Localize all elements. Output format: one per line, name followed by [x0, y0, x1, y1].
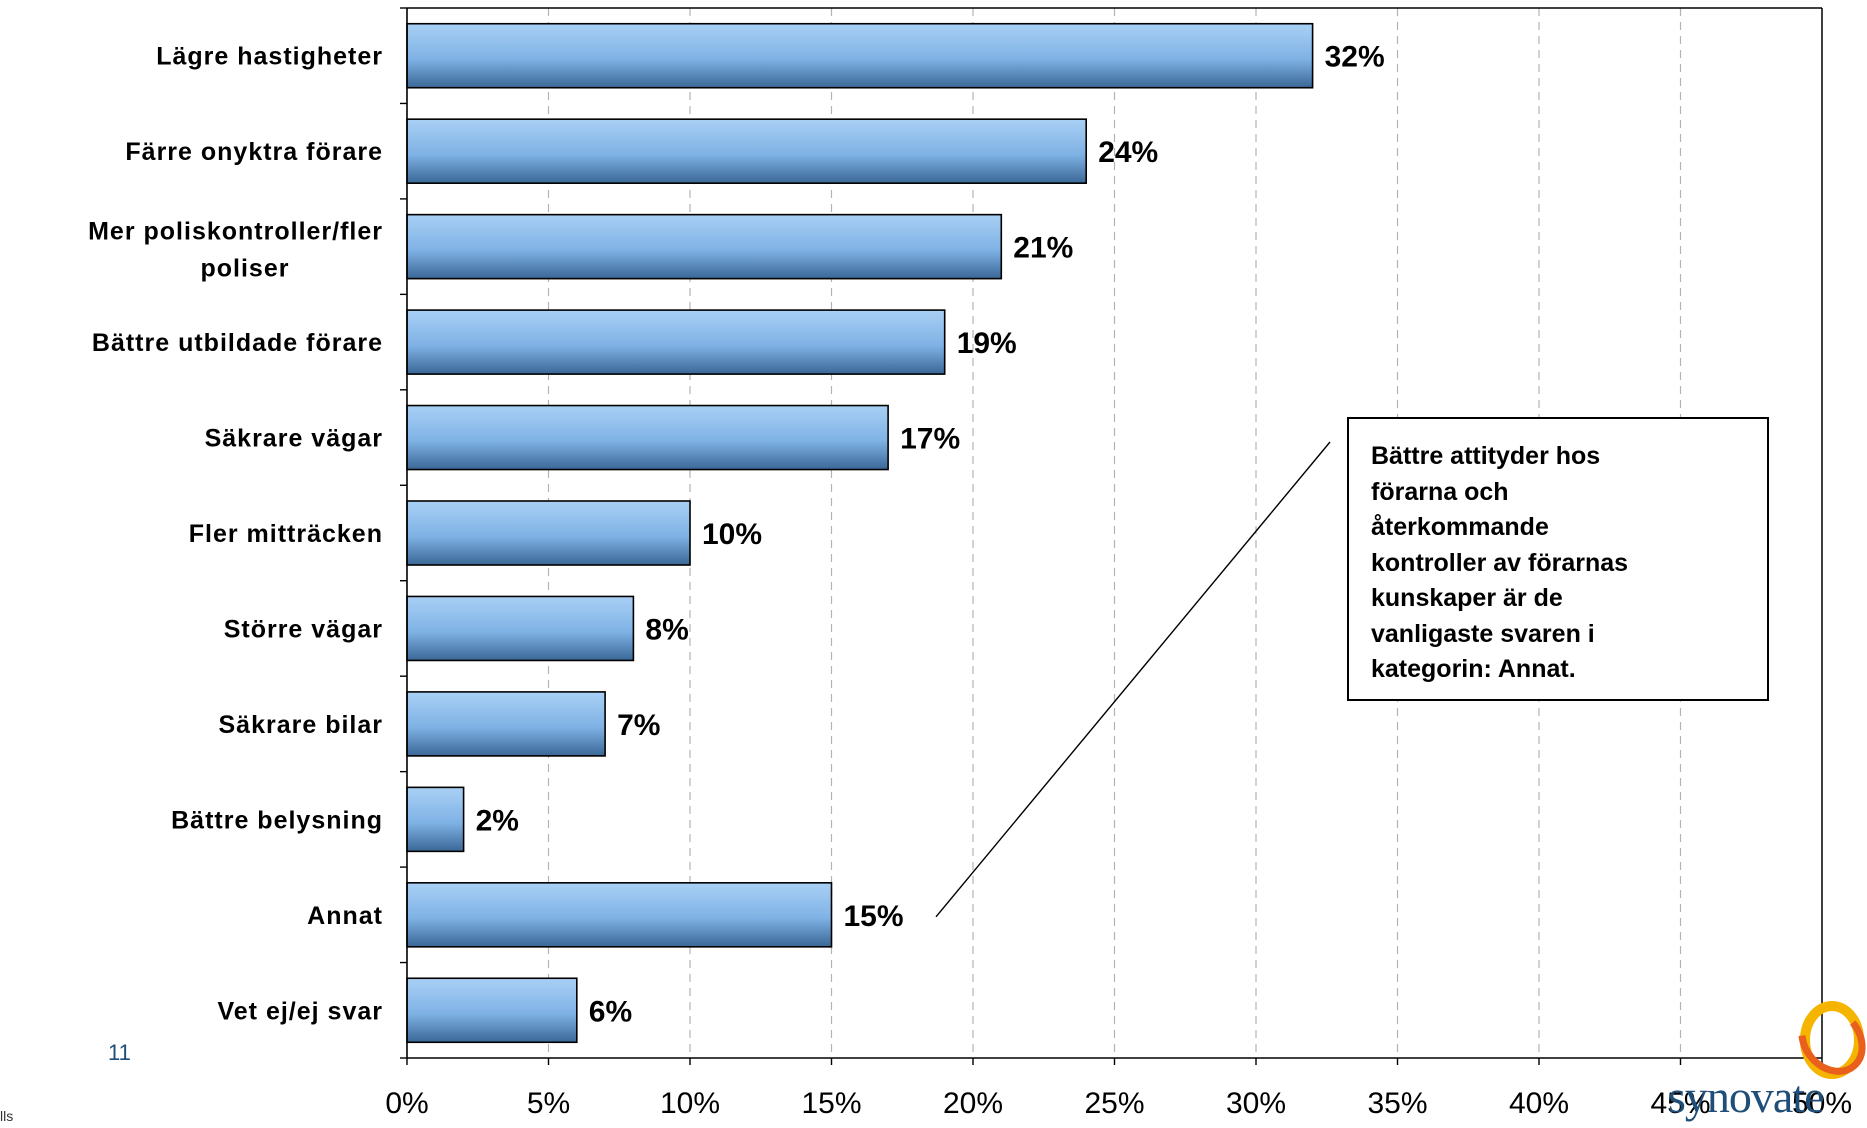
value-label: 2% [476, 804, 519, 837]
bar [406, 500, 691, 566]
callout-line: förarna och [1371, 477, 1509, 506]
axes-group [400, 7, 1823, 1065]
annotation-callout: Bättre attityder hos förarna och återkom… [1347, 417, 1769, 701]
callout-line: kategorin: Annat. [1371, 655, 1576, 683]
value-label: 32% [1325, 41, 1385, 74]
category-label: Säkrare bilar [219, 711, 384, 739]
category-label: Större vägar [224, 615, 383, 643]
x-tick-label: 0% [385, 1087, 428, 1120]
bar [406, 213, 1003, 280]
annotation-leader-line [935, 441, 1331, 918]
callout-line: kunskaper är de [1371, 584, 1563, 612]
x-tick-label: 30% [1226, 1087, 1286, 1120]
category-label: Annat [307, 902, 383, 930]
category-label: Säkrare vägar [205, 425, 383, 453]
x-tick-label: 5% [527, 1087, 570, 1120]
x-tick-label: 15% [801, 1087, 861, 1120]
value-label: 17% [900, 423, 960, 456]
category-label: Bättre utbildade förare [92, 329, 383, 357]
bar [406, 691, 606, 757]
value-label: 6% [589, 995, 632, 1028]
value-label: 7% [617, 709, 660, 742]
x-tick-label: 10% [660, 1087, 720, 1120]
callout-line: vanligaste svaren i [1371, 619, 1595, 648]
footer-corner-mark: lls [0, 1108, 14, 1124]
x-tick-label: 25% [1084, 1087, 1144, 1120]
callout-line: kontroller av förarnas [1371, 548, 1629, 577]
category-label: Mer poliskontroller/fler poliser [88, 218, 383, 283]
value-label: 21% [1013, 232, 1073, 265]
value-label: 8% [645, 613, 688, 646]
x-tick-label: 20% [943, 1087, 1003, 1120]
x-tick-label: 35% [1367, 1087, 1427, 1120]
page-number: 11 [108, 1040, 131, 1065]
synovate-logo-icon [1798, 1001, 1866, 1079]
callout-line: Bättre attityder hos [1371, 442, 1601, 470]
x-tick-label: 50% [1792, 1087, 1852, 1120]
bar [406, 404, 889, 471]
x-tick-label: 45% [1650, 1087, 1710, 1120]
synovate-logo-text: synovate [1668, 1071, 1825, 1122]
bar [406, 309, 946, 375]
category-label: Bättre belysning [171, 806, 383, 834]
value-label: 24% [1098, 136, 1158, 169]
category-label: Fler mitträcken [189, 520, 383, 548]
category-label: Lägre hastigheter [156, 43, 383, 71]
bar [406, 595, 635, 662]
category-label: Vet ej/ej svar [217, 997, 383, 1025]
category-label: Färre onyktra förare [125, 138, 383, 166]
bar [406, 118, 1088, 184]
value-label: 19% [957, 327, 1017, 360]
bar [406, 882, 833, 948]
bars-group [406, 22, 1314, 1044]
x-tick-label: 40% [1509, 1087, 1569, 1120]
bar [406, 22, 1314, 89]
value-label: 15% [844, 900, 904, 933]
value-label: 10% [702, 518, 762, 551]
callout-line: återkommande [1371, 513, 1549, 541]
bar [406, 977, 578, 1044]
bar [406, 786, 465, 853]
labels-group: 32% Lägre hastigheter 24% Färre onyktra för… [88, 41, 1852, 1120]
